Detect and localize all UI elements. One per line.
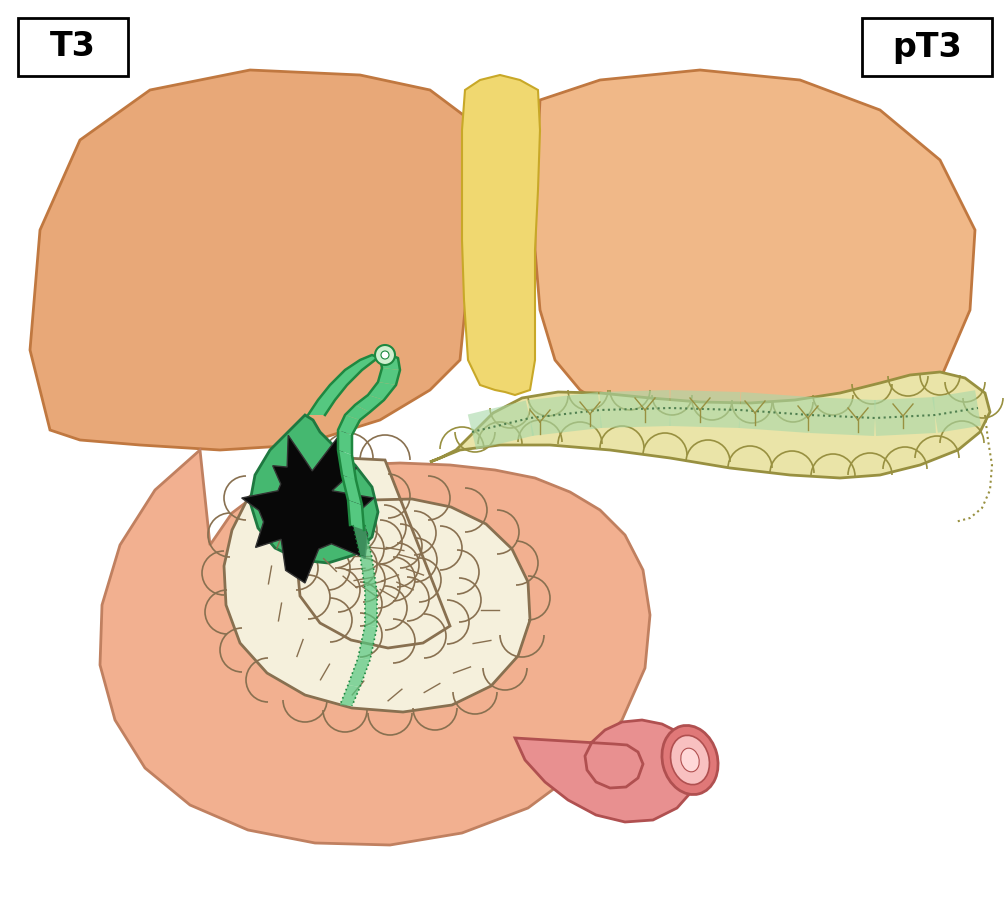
Polygon shape xyxy=(360,355,390,360)
Polygon shape xyxy=(378,368,400,385)
Polygon shape xyxy=(874,397,935,436)
Polygon shape xyxy=(932,390,981,433)
Polygon shape xyxy=(340,685,360,706)
Polygon shape xyxy=(380,358,400,370)
Polygon shape xyxy=(430,372,990,478)
Polygon shape xyxy=(528,392,602,436)
Polygon shape xyxy=(358,625,377,660)
Polygon shape xyxy=(30,70,480,450)
Polygon shape xyxy=(348,658,370,687)
Polygon shape xyxy=(809,397,876,436)
Polygon shape xyxy=(669,390,741,428)
Text: T3: T3 xyxy=(50,30,96,64)
FancyBboxPatch shape xyxy=(18,18,128,76)
Polygon shape xyxy=(330,370,362,385)
Polygon shape xyxy=(342,475,362,505)
Polygon shape xyxy=(355,395,384,412)
Polygon shape xyxy=(360,555,377,592)
Text: pT3: pT3 xyxy=(892,30,962,64)
Polygon shape xyxy=(462,75,540,395)
Polygon shape xyxy=(348,500,364,530)
Polygon shape xyxy=(318,385,347,400)
Polygon shape xyxy=(600,390,670,428)
Polygon shape xyxy=(242,425,374,583)
Polygon shape xyxy=(739,392,811,433)
Polygon shape xyxy=(372,355,398,358)
Polygon shape xyxy=(515,720,700,822)
Ellipse shape xyxy=(670,735,710,784)
Polygon shape xyxy=(338,430,352,455)
Polygon shape xyxy=(250,415,378,563)
Polygon shape xyxy=(338,450,356,480)
Polygon shape xyxy=(100,450,650,845)
Polygon shape xyxy=(535,70,975,445)
Polygon shape xyxy=(345,360,375,370)
Polygon shape xyxy=(468,401,534,449)
Polygon shape xyxy=(338,415,360,435)
Polygon shape xyxy=(345,405,370,420)
FancyBboxPatch shape xyxy=(862,18,992,76)
Ellipse shape xyxy=(680,748,700,771)
Polygon shape xyxy=(365,590,377,627)
Polygon shape xyxy=(308,400,335,415)
Circle shape xyxy=(375,345,395,365)
Polygon shape xyxy=(368,382,396,400)
Polygon shape xyxy=(353,525,372,558)
Circle shape xyxy=(381,351,389,359)
Polygon shape xyxy=(224,458,530,712)
Ellipse shape xyxy=(662,726,718,794)
